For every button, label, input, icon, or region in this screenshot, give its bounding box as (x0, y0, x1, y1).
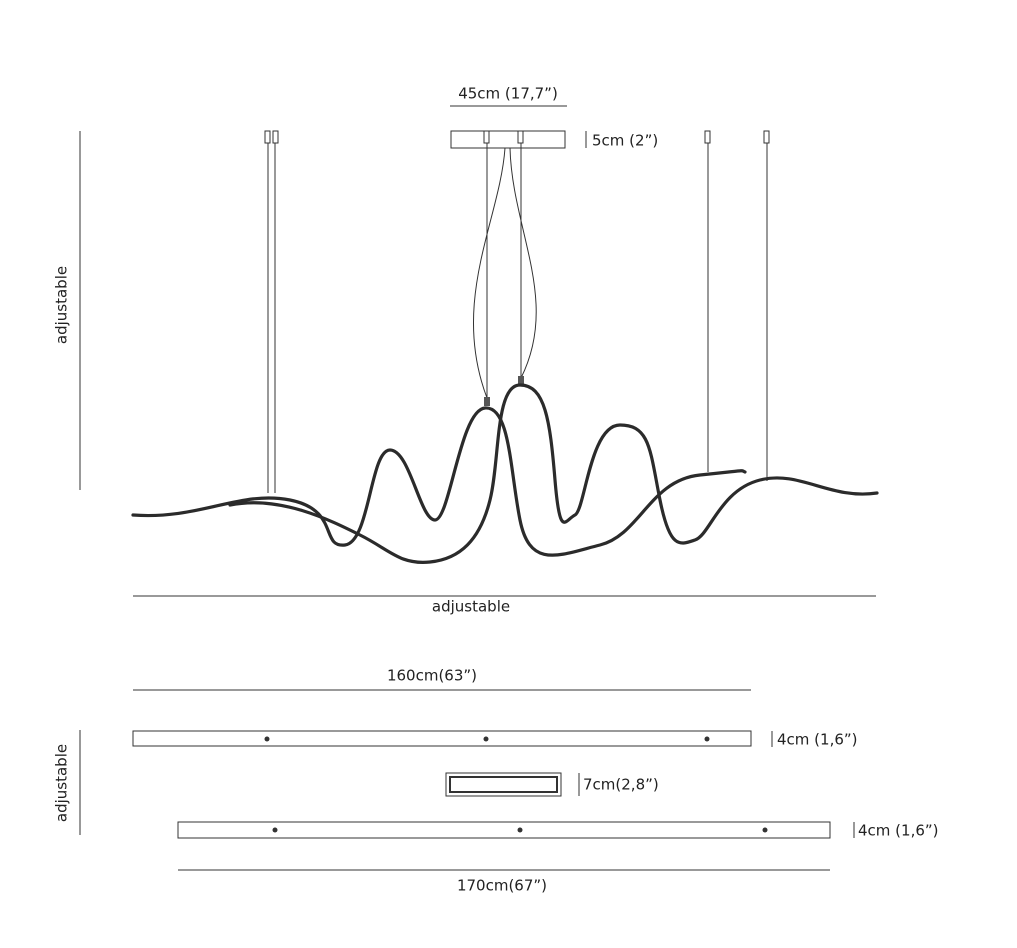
canopy-height-label: 5cm (2”) (592, 132, 658, 150)
upper-height-label: 4cm (1,6”) (777, 731, 858, 749)
spacing-label: adjustable (53, 744, 71, 822)
canopy-top (445, 772, 562, 797)
lower-height-label: 4cm (1,6”) (858, 822, 939, 840)
light-body (131, 383, 879, 564)
canopy-size-label: 7cm(2,8”) (583, 776, 659, 794)
suspension-wires (264, 130, 770, 493)
upper-bar (132, 730, 752, 747)
canopy-inner (449, 776, 558, 793)
lower-length-label: 170cm(67”) (457, 877, 547, 895)
canopy-width-label: 45cm (17,7”) (458, 85, 558, 103)
upper-length-label: 160cm(63”) (387, 667, 477, 685)
canopy (450, 130, 566, 149)
span-label: adjustable (432, 598, 510, 616)
drop-label: adjustable (53, 266, 71, 344)
mount-points (264, 736, 768, 833)
lower-bar (177, 821, 831, 839)
